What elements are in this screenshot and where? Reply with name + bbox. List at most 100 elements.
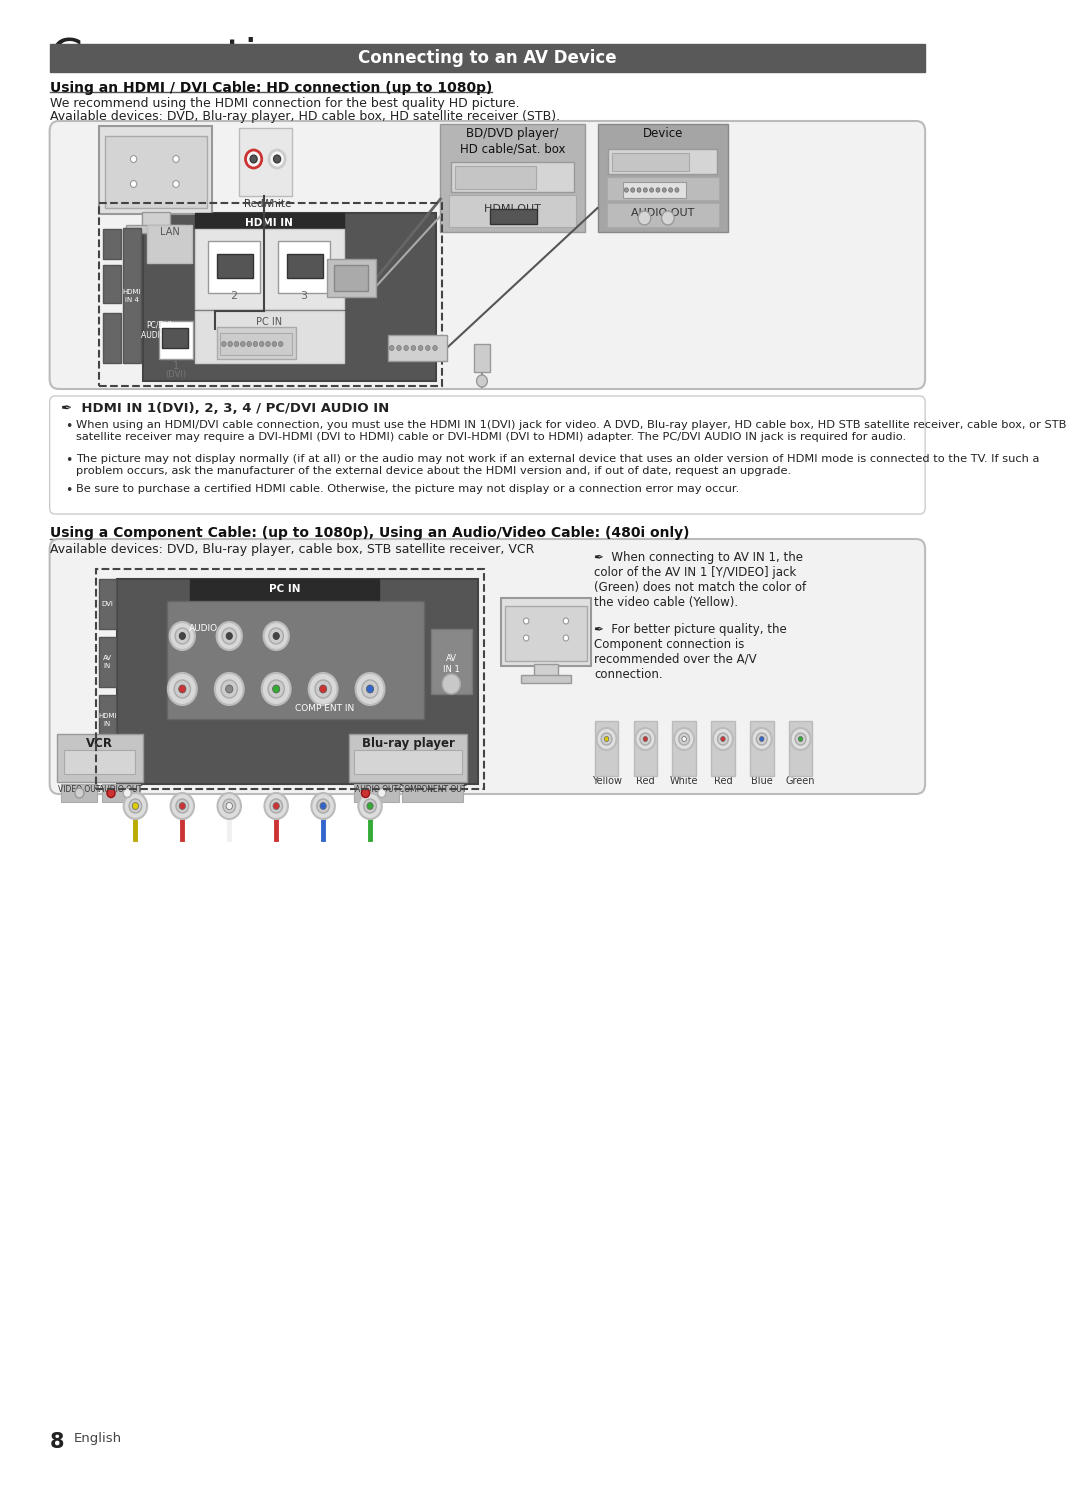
Circle shape [798, 737, 802, 741]
Bar [607, 176, 719, 200]
Circle shape [222, 799, 235, 813]
Circle shape [650, 188, 653, 193]
Circle shape [221, 342, 226, 347]
Bar [167, 601, 424, 719]
Text: HDMI OUT: HDMI OUT [484, 205, 541, 214]
Circle shape [791, 728, 810, 750]
Text: Yellow: Yellow [592, 775, 621, 786]
Circle shape [433, 345, 437, 351]
Bar [217, 327, 296, 359]
Bar [402, 784, 463, 802]
Bar [278, 241, 330, 293]
Circle shape [179, 632, 186, 639]
Circle shape [756, 734, 767, 746]
Bar [159, 321, 193, 359]
Circle shape [107, 789, 116, 798]
Circle shape [273, 155, 281, 163]
Circle shape [602, 734, 612, 746]
Text: •: • [65, 454, 72, 468]
Text: (DVI): (DVI) [165, 371, 187, 379]
Circle shape [675, 188, 679, 193]
Text: PC/DVI
AUDIO IN: PC/DVI AUDIO IN [141, 321, 176, 341]
Circle shape [131, 155, 137, 163]
Circle shape [759, 737, 764, 741]
Circle shape [174, 680, 190, 698]
Bar [195, 229, 343, 309]
Circle shape [268, 680, 284, 698]
Bar [99, 695, 116, 746]
Bar [239, 128, 292, 196]
Bar [195, 214, 343, 238]
Bar [673, 722, 696, 775]
Circle shape [315, 680, 332, 698]
Circle shape [638, 211, 651, 226]
Bar [354, 784, 399, 802]
Bar [217, 254, 253, 278]
Circle shape [167, 672, 197, 705]
Circle shape [123, 793, 147, 819]
Circle shape [217, 793, 241, 819]
Circle shape [241, 342, 245, 347]
Text: Red: Red [714, 775, 732, 786]
Circle shape [259, 342, 264, 347]
Circle shape [173, 155, 179, 163]
Bar [712, 722, 734, 775]
Text: Blu-ray player: Blu-ray player [362, 737, 455, 750]
Text: DVI: DVI [102, 601, 113, 607]
Circle shape [270, 799, 283, 813]
Text: Available devices: DVD, Blu-ray player, cable box, STB satellite receiver, VCR: Available devices: DVD, Blu-ray player, … [50, 542, 534, 556]
Circle shape [179, 802, 186, 810]
Bar [207, 241, 260, 293]
Bar [126, 226, 185, 233]
Circle shape [635, 728, 656, 750]
Text: Red: Red [636, 775, 654, 786]
Circle shape [132, 802, 138, 810]
Circle shape [130, 799, 141, 813]
Bar [103, 229, 121, 258]
Circle shape [222, 627, 237, 644]
Circle shape [175, 627, 189, 644]
Circle shape [364, 799, 376, 813]
Bar [141, 212, 170, 227]
Text: AUDIO OUT: AUDIO OUT [99, 784, 143, 793]
Bar [99, 636, 116, 687]
Circle shape [643, 737, 648, 741]
Text: •: • [65, 420, 72, 433]
Circle shape [644, 188, 647, 193]
Circle shape [366, 686, 374, 693]
Text: AUDIO OUT: AUDIO OUT [355, 784, 397, 793]
Text: We recommend using the HDMI connection for the best quality HD picture.: We recommend using the HDMI connection f… [50, 97, 519, 111]
Text: Available devices: DVD, Blu-ray player, HD cable box, HD satellite receiver (STB: Available devices: DVD, Blu-ray player, … [50, 111, 559, 123]
Circle shape [170, 622, 195, 650]
Circle shape [795, 734, 806, 746]
Text: 8: 8 [50, 1433, 64, 1452]
Circle shape [362, 789, 369, 798]
Circle shape [173, 181, 179, 188]
Circle shape [131, 181, 137, 188]
Bar [354, 750, 462, 774]
Bar [147, 226, 192, 263]
Text: HDMI IN: HDMI IN [245, 218, 293, 229]
Circle shape [261, 672, 291, 705]
Bar [195, 311, 343, 363]
Bar [334, 264, 368, 291]
Circle shape [266, 342, 270, 347]
Text: COMP ENT IN: COMP ENT IN [295, 704, 354, 713]
Circle shape [309, 672, 338, 705]
Circle shape [656, 188, 660, 193]
Text: LAN: LAN [160, 227, 179, 238]
Text: COMPONENT OUT: COMPONENT OUT [399, 784, 467, 793]
Circle shape [269, 149, 285, 167]
Bar [750, 722, 773, 775]
Text: PC IN: PC IN [269, 584, 300, 595]
Circle shape [662, 211, 674, 226]
Text: HDMI
IN: HDMI IN [98, 714, 117, 726]
Text: English: English [75, 1433, 122, 1445]
Circle shape [720, 737, 725, 741]
Bar [105, 136, 206, 208]
Circle shape [273, 632, 280, 639]
Circle shape [605, 737, 609, 741]
Bar [99, 203, 442, 385]
Bar [505, 607, 586, 660]
Circle shape [226, 802, 232, 810]
